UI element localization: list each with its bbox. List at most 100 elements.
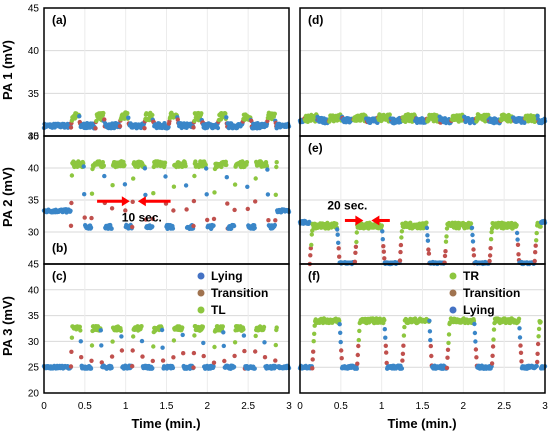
data-point	[471, 247, 476, 252]
series-b	[41, 159, 292, 231]
data-point	[382, 327, 387, 332]
data-point	[474, 355, 479, 360]
data-point	[130, 199, 135, 204]
y-tick-label: 30	[28, 132, 40, 143]
data-point	[109, 226, 114, 231]
data-point	[241, 333, 247, 338]
data-point	[443, 239, 449, 244]
data-point	[211, 223, 216, 228]
data-point	[489, 361, 495, 366]
data-point	[469, 225, 475, 230]
data-point	[69, 173, 75, 178]
data-point	[220, 324, 225, 329]
data-point	[472, 330, 478, 336]
y-tick-label: 35	[28, 196, 40, 207]
data-point	[150, 366, 155, 371]
data-point	[170, 226, 176, 231]
data-point	[536, 334, 541, 339]
y-tick-label: 35	[28, 311, 40, 322]
data-point	[307, 219, 312, 225]
data-point	[353, 250, 358, 255]
data-point	[142, 166, 148, 171]
data-point	[88, 366, 94, 371]
data-point	[355, 361, 360, 366]
data-point	[401, 343, 406, 348]
data-point	[215, 125, 221, 131]
data-point	[445, 355, 450, 360]
data-point	[379, 223, 384, 228]
data-point	[203, 162, 208, 167]
data-point	[310, 366, 315, 371]
data-point	[241, 327, 246, 332]
data-point	[171, 338, 177, 343]
data-point	[201, 340, 206, 346]
data-point	[201, 353, 206, 359]
data-point	[399, 366, 405, 371]
data-point	[122, 182, 128, 187]
data-point	[150, 224, 155, 229]
data-point	[508, 320, 513, 326]
data-point	[109, 365, 114, 371]
data-point	[93, 126, 98, 131]
data-point	[533, 250, 538, 255]
data-point	[69, 335, 75, 340]
data-point	[274, 325, 279, 330]
data-point	[334, 221, 339, 226]
data-point	[538, 319, 543, 325]
data-point	[384, 360, 389, 366]
y-tick-label: 45	[28, 4, 40, 15]
data-point	[272, 111, 277, 117]
data-point	[78, 339, 84, 344]
data-point	[398, 249, 403, 255]
data-point	[354, 366, 359, 371]
data-point	[160, 345, 165, 350]
data-point	[262, 340, 267, 345]
data-point	[397, 258, 403, 263]
data-point	[191, 365, 196, 370]
data-point	[355, 352, 360, 358]
x-axis-label-right: Time (min.)	[387, 416, 456, 431]
data-point	[184, 207, 189, 212]
x-tick-label: 0.5	[334, 401, 348, 412]
data-point	[232, 353, 237, 359]
data-point	[402, 324, 407, 330]
data-point	[444, 365, 450, 371]
data-point	[426, 247, 431, 252]
data-point	[311, 339, 316, 344]
data-point	[211, 364, 216, 369]
data-point	[130, 348, 135, 353]
data-point	[118, 328, 124, 333]
data-point	[338, 330, 343, 335]
data-point	[89, 215, 94, 221]
data-point	[381, 249, 386, 254]
data-point	[514, 222, 519, 228]
data-point	[428, 337, 433, 343]
data-point	[309, 232, 314, 237]
data-point	[231, 364, 237, 370]
data-point	[204, 192, 209, 197]
data-point	[126, 115, 131, 120]
x-tick-label: 1.5	[416, 401, 430, 412]
data-point	[253, 333, 258, 339]
data-point	[535, 341, 541, 347]
data-point	[486, 112, 491, 118]
data-point	[443, 249, 448, 254]
data-point	[139, 324, 144, 329]
data-point	[110, 183, 115, 188]
data-point	[442, 253, 448, 259]
data-point	[354, 239, 359, 245]
data-point	[424, 225, 430, 231]
data-point	[473, 347, 479, 352]
data-point	[338, 339, 343, 345]
data-point	[536, 326, 542, 332]
data-point	[380, 229, 385, 234]
arrow-head	[121, 196, 130, 207]
legend-entry: Transition	[211, 286, 268, 300]
y-tick-label: 40	[28, 285, 40, 296]
series-c	[41, 324, 292, 371]
data-point	[274, 160, 279, 165]
data-point	[273, 358, 278, 363]
data-point	[253, 199, 258, 204]
data-point	[383, 343, 388, 348]
data-point	[337, 318, 342, 323]
